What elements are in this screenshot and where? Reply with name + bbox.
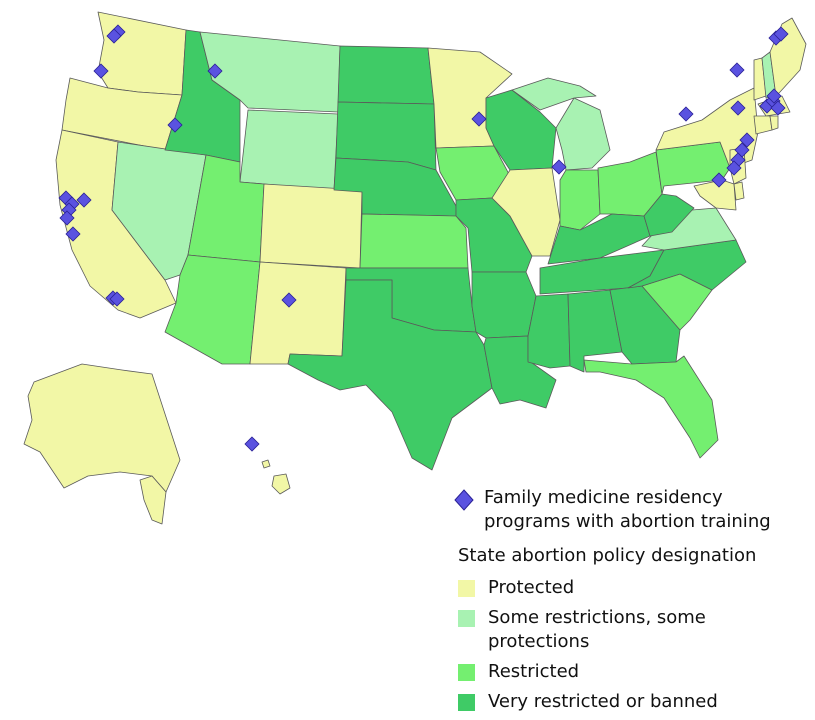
states-layer [23,11,807,525]
legend-category-very-restricted: Very restricted or banned [458,690,812,714]
state-florida [583,355,719,459]
program-marker-icon [109,291,125,307]
state-indiana [559,169,601,231]
program-marker-icon [106,28,122,44]
state-kansas [359,213,469,269]
legend-program-label: Family medicine residency programs with … [484,487,771,532]
state-arkansas [471,271,537,339]
program-marker-icon [59,210,75,226]
program-marker-icon [207,63,223,79]
state-north-carolina [627,239,747,291]
program-marker-icon [726,160,742,176]
legend-category-protected: Protected [458,576,812,600]
program-marker-icon [729,62,745,78]
program-marker-icon [281,292,297,308]
program-marker-icon [551,159,567,175]
legend-policy-heading: State abortion policy designation [458,545,757,566]
program-marker-icon [65,226,81,242]
map-legend: Family medicine residency programs with … [452,486,812,720]
state-michigan [555,97,611,171]
state-hawaii-maui [261,459,271,469]
legend-program-entry: Family medicine residency programs with … [452,486,812,534]
program-marker-icon [766,88,782,104]
state-maryland [693,179,737,211]
state-texas [287,279,493,471]
state-illinois [491,167,561,257]
legend-label-restricted: Restricted [488,661,580,682]
program-marker-icon [76,192,92,208]
swatch-protected [458,580,475,597]
program-marker-icon [167,117,183,133]
state-new-mexico [249,261,347,365]
program-marker-icon [711,172,727,188]
legend-label-some-restrictions: Some restrictions, some protections [488,607,706,652]
state-delaware [733,181,745,201]
state-hawaii [271,473,291,495]
state-alaska [23,363,181,493]
program-marker-icon [730,100,746,116]
legend-label-protected: Protected [488,577,575,598]
us-state-abortion-policy-map [23,11,807,525]
program-marker-icon [739,132,755,148]
state-maine [769,17,807,97]
swatch-restricted [458,664,475,681]
program-marker-icon [770,100,786,116]
state-connecticut [753,115,773,135]
program-marker-icon [244,436,260,452]
state-rhode-island [769,115,779,131]
program-marker-icon [471,111,487,127]
legend-category-some-restrictions: Some restrictions, some protections [458,606,812,654]
state-washington [97,11,187,96]
swatch-some-restrictions [458,610,475,627]
state-north-dakota [337,45,435,105]
program-marker-icon [678,106,694,122]
diamond-marker-icon [454,489,474,511]
state-mississippi [527,293,571,369]
state-wyoming [239,109,339,191]
swatch-very-restricted [458,694,475,711]
legend-categories: Protected Some restrictions, some protec… [452,576,812,714]
residency-program-markers [58,24,789,452]
legend-label-very-restricted: Very restricted or banned [488,691,718,712]
state-alaska-panhandle [139,475,167,525]
state-michigan-up [511,77,597,111]
state-colorado [259,183,363,269]
legend-category-restricted: Restricted [458,660,812,684]
program-marker-icon [773,26,789,42]
program-marker-icon [93,63,109,79]
